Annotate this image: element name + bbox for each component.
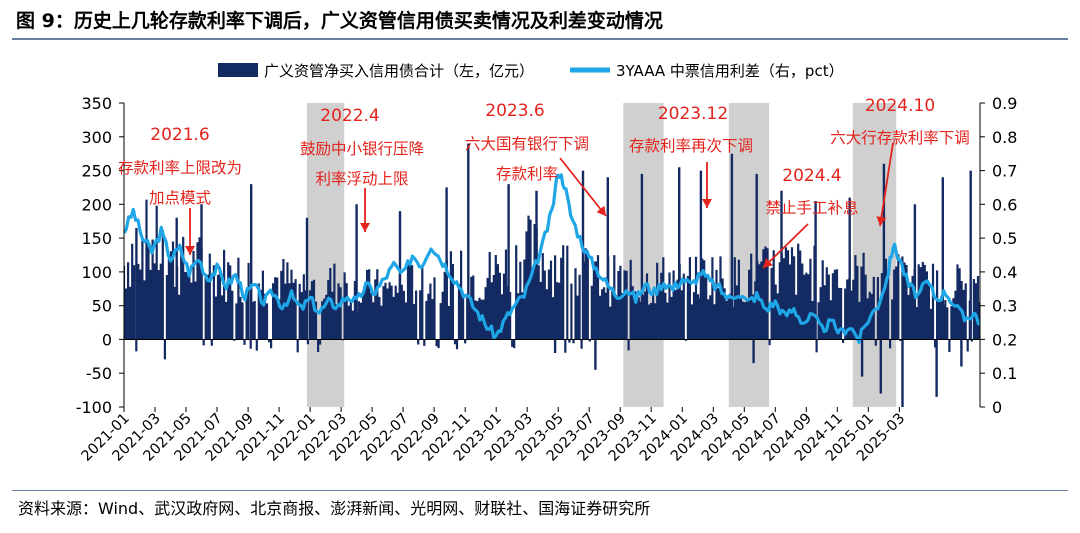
legend-label-net-buy: 广义资管净买入信用债合计（左，亿元） <box>264 62 534 80</box>
source-note: 资料来源：Wind、武汉政府网、北京商报、澎湃新闻、光明网、财联社、国海证券研究… <box>18 499 651 518</box>
annotation-date: 2021.6 <box>150 125 209 145</box>
left-tick-label: 200 <box>81 195 112 214</box>
source-rule <box>12 490 1068 491</box>
annotation-arrowhead <box>596 205 606 216</box>
right-tick-label: 0.4 <box>992 263 1017 282</box>
legend-area-swatch <box>218 63 258 77</box>
right-tick-label: 0.2 <box>992 330 1017 349</box>
left-tick-label: 0 <box>102 330 112 349</box>
left-tick-label: -100 <box>76 398 112 417</box>
shaded-period-4 <box>852 103 897 407</box>
left-tick-label: 250 <box>81 162 112 181</box>
annotation-text: 鼓励中小银行压降 <box>300 140 424 158</box>
annotation-arrow <box>559 157 607 217</box>
annotation-text: 加点模式 <box>149 189 211 207</box>
figure-title: 图 9：历史上几轮存款利率下调后，广义资管信用债买卖情况及利差变动情况 <box>16 10 663 32</box>
left-tick-label: 150 <box>81 229 112 248</box>
left-tick-label: 50 <box>92 297 112 316</box>
shaded-period-1 <box>307 103 345 407</box>
annotation-arrowhead <box>876 216 887 226</box>
right-tick-label: 0.8 <box>992 128 1017 147</box>
left-tick-label: -50 <box>86 364 112 383</box>
annotation-date: 2024.10 <box>865 96 935 116</box>
right-tick-label: 0.9 <box>992 94 1017 113</box>
annotation-date: 2023.12 <box>658 104 728 124</box>
left-tick-label: 100 <box>81 263 112 282</box>
annotation-text: 六大行存款利率下调 <box>830 129 970 147</box>
spread-line <box>124 173 980 344</box>
annotation-arrowhead <box>360 223 370 232</box>
right-tick-label: 0.3 <box>992 297 1017 316</box>
right-tick-label: 0.5 <box>992 229 1017 248</box>
right-tick-label: 0.1 <box>992 364 1017 383</box>
legend: 广义资管净买入信用债合计（左，亿元） 3YAAA 中票信用利差（右，pct） <box>218 62 844 80</box>
chart: 350 300 250 200 150 100 50 0 -50 -100 0.9 0.8 0.7 0.6… <box>76 62 1018 465</box>
annotation-date: 2023.6 <box>485 101 544 121</box>
annotation-arrowhead <box>763 258 773 268</box>
title-rule <box>12 38 1068 40</box>
net-buy-area <box>124 143 980 407</box>
shaded-period-2 <box>623 103 664 407</box>
annotation-arrow <box>762 223 809 269</box>
right-tick-label: 0.7 <box>992 162 1017 181</box>
annotation-text: 存款利率上限改为 <box>118 159 242 177</box>
annotation-date: 2022.4 <box>320 106 379 126</box>
left-tick-label: 350 <box>81 94 112 113</box>
annotation-text: 存款利率再次下调 <box>629 137 753 155</box>
annotation-text: 存款利率 <box>496 165 558 183</box>
right-tick-label: 0.6 <box>992 195 1017 214</box>
annotation-arrowhead <box>702 199 712 208</box>
shaded-periods <box>307 103 897 407</box>
annotation-arrowhead <box>185 246 195 255</box>
right-tick-label: 0 <box>992 398 1002 417</box>
legend-label-spread: 3YAAA 中票信用利差（右，pct） <box>616 62 844 80</box>
annotation-date: 2024.4 <box>782 166 841 186</box>
spread-line-layer <box>124 173 980 344</box>
annotation-text: 禁止手工补息 <box>765 199 858 217</box>
annotation-arrow <box>879 142 894 227</box>
annotation-text: 六大国有银行下调 <box>465 135 589 153</box>
left-tick-label: 300 <box>81 128 112 147</box>
annotation-text: 利率浮动上限 <box>315 170 408 188</box>
